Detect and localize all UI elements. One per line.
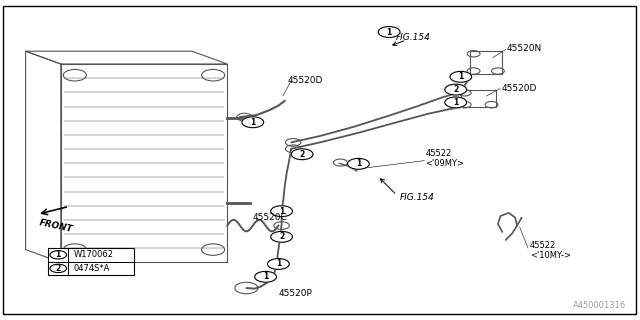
Circle shape <box>50 251 67 259</box>
Text: 2: 2 <box>279 232 284 241</box>
Text: 1: 1 <box>56 250 61 259</box>
Circle shape <box>50 264 67 273</box>
Text: 45520D: 45520D <box>501 84 536 92</box>
Text: W170062: W170062 <box>74 250 114 259</box>
Text: 45520N: 45520N <box>507 44 542 53</box>
Text: 0474S*A: 0474S*A <box>74 264 110 273</box>
Text: 2: 2 <box>453 85 458 94</box>
Circle shape <box>348 158 369 169</box>
Circle shape <box>450 71 472 82</box>
Text: 1: 1 <box>250 118 255 127</box>
Circle shape <box>271 206 292 217</box>
Text: 2: 2 <box>300 150 305 159</box>
Text: FIG.154: FIG.154 <box>400 193 435 202</box>
Text: 2: 2 <box>56 264 61 273</box>
Circle shape <box>445 97 467 108</box>
Text: FIG.154: FIG.154 <box>396 33 430 42</box>
Circle shape <box>271 231 292 242</box>
Circle shape <box>291 149 313 160</box>
Text: 45520D: 45520D <box>288 76 323 84</box>
Text: 1: 1 <box>453 98 458 107</box>
Circle shape <box>255 271 276 282</box>
Circle shape <box>445 84 467 95</box>
Text: A450001316: A450001316 <box>573 301 626 310</box>
Text: 45522
<'09MY>: 45522 <'09MY> <box>426 149 465 168</box>
Bar <box>48 248 134 275</box>
Text: 1: 1 <box>276 260 281 268</box>
Circle shape <box>268 259 289 269</box>
Text: 1: 1 <box>387 28 392 36</box>
Text: 1: 1 <box>458 72 463 81</box>
Circle shape <box>378 27 400 37</box>
Text: 45520C: 45520C <box>253 213 287 222</box>
Text: 1: 1 <box>356 159 361 168</box>
Circle shape <box>242 117 264 128</box>
Text: 1: 1 <box>263 272 268 281</box>
Text: 45522
<'10MY->: 45522 <'10MY-> <box>530 241 571 260</box>
Text: FRONT: FRONT <box>38 218 74 234</box>
Text: 1: 1 <box>279 207 284 216</box>
Text: 45520P: 45520P <box>278 289 312 298</box>
